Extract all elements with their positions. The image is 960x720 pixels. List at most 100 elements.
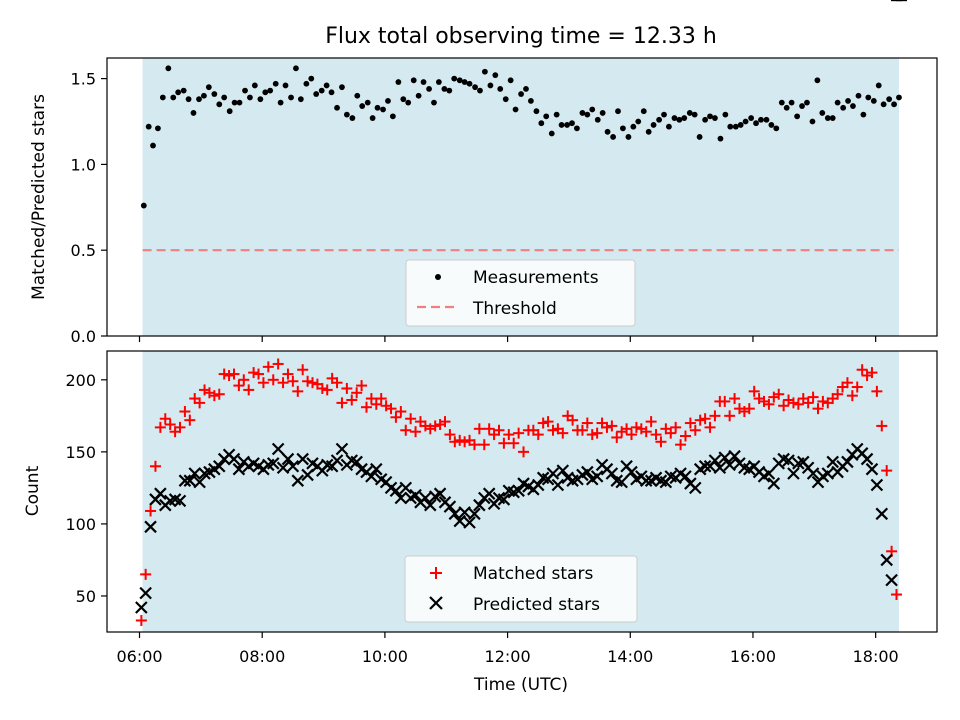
predicted-star-point (482, 487, 496, 500)
matched-star-point (640, 426, 652, 438)
matched-star-point (586, 429, 598, 441)
matched-star-point (228, 368, 240, 380)
measurement-point (472, 84, 478, 91)
measurement-point (211, 91, 218, 97)
measurement-point (385, 98, 391, 104)
measurement-point (518, 91, 524, 97)
y-tick-label: 0.5 (71, 241, 96, 260)
y-tick-label: 50 (76, 587, 96, 606)
matched-star-point (272, 358, 284, 370)
measurement-point (661, 111, 667, 118)
measurement-point (640, 108, 647, 115)
predicted-star-point (512, 484, 525, 498)
predicted-stars-series (135, 0, 907, 614)
predicted-star-point (875, 507, 889, 521)
measurement-point (247, 94, 253, 101)
measurement-point (190, 110, 197, 116)
measurement-point (354, 92, 361, 99)
measurement-point (400, 96, 407, 103)
measurement-point (196, 96, 202, 103)
measurement-point (799, 103, 805, 109)
predicted-star-point (689, 481, 702, 495)
measurement-point (523, 85, 529, 92)
matched-star-point (395, 406, 407, 418)
matched-star-point (223, 369, 235, 381)
measurement-point (369, 115, 376, 121)
matched-star-point (792, 398, 804, 410)
predicted-star-point (615, 475, 628, 489)
measurement-point (318, 87, 325, 94)
predicted-star-point (870, 478, 884, 492)
measurement-point (185, 96, 192, 103)
predicted-star-point (173, 494, 187, 508)
measurement-point (492, 72, 499, 79)
predicted-star-point (281, 452, 295, 466)
matched-star-point (679, 430, 691, 442)
measurement-point (548, 130, 555, 137)
measurement-point (778, 99, 785, 106)
predicted-star-point (183, 474, 197, 487)
predicted-star-point (178, 474, 192, 487)
legend-predicted-stars: Predicted stars (473, 595, 600, 615)
matched-star-point (866, 367, 878, 379)
measurement-point (753, 120, 759, 127)
predicted-star-point (841, 455, 854, 469)
matched-star-point (547, 424, 559, 436)
matched-star-point (321, 384, 333, 396)
measurement-point (865, 94, 872, 101)
predicted-star-point (448, 507, 462, 521)
matched-star-point (802, 397, 814, 409)
predicted-star-point (531, 478, 545, 492)
bottom-legend: Matched stars Predicted stars (404, 555, 638, 623)
matched-star-point (478, 439, 490, 451)
measurement-point (236, 99, 243, 106)
bottom-ylabel: Count (23, 465, 43, 516)
measurement-point (159, 94, 166, 101)
predicted-star-point (787, 467, 800, 480)
measurement-point (819, 110, 826, 116)
measurement-point (481, 68, 488, 75)
predicted-star-point (821, 467, 835, 480)
matched-star-point (891, 589, 903, 601)
measurement-point (845, 98, 851, 104)
measurement-point (794, 113, 801, 120)
measurement-point (814, 77, 821, 84)
measurement-point (533, 108, 540, 115)
matched-star-point (262, 361, 274, 373)
measurement-point (696, 134, 703, 140)
measurement-point (880, 101, 887, 108)
predicted-star-point (826, 455, 839, 469)
matched-star-point (518, 446, 530, 458)
measurement-point (829, 115, 836, 121)
matched-star-point (439, 416, 451, 428)
matched-star-point (778, 400, 790, 412)
measurement-point (615, 108, 621, 115)
predicted-star-point (860, 452, 874, 466)
matched-star-point (557, 427, 569, 439)
matched-star-point (360, 401, 372, 413)
predicted-star-point (154, 487, 167, 500)
matched-star-point (807, 391, 819, 403)
measurement-point (666, 123, 672, 130)
matched-star-point (699, 413, 711, 425)
matched-star-point (542, 416, 554, 428)
matched-star-point (410, 426, 422, 438)
bottom-legend-box (404, 555, 638, 623)
measurement-point (773, 125, 780, 132)
measurement-point (860, 111, 867, 118)
matched-star-point (763, 398, 775, 410)
matched-star-point (154, 421, 166, 433)
measurement-point (840, 104, 847, 111)
predicted-star-point (546, 467, 560, 480)
measurement-point (170, 94, 177, 101)
matched-star-point (135, 614, 147, 626)
measurement-point (435, 79, 442, 85)
measurement-point (466, 80, 473, 87)
measurement-point (262, 89, 269, 96)
measurement-point (783, 104, 790, 111)
predicted-star-point (880, 553, 893, 567)
matched-star-point (145, 505, 157, 517)
measurement-point (334, 104, 340, 111)
predicted-star-point (885, 573, 898, 587)
measurement-point (308, 75, 315, 82)
